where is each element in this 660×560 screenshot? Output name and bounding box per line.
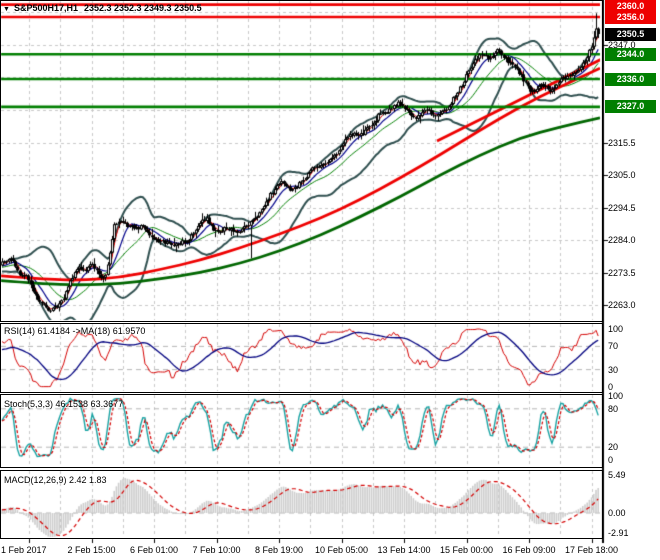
price-badge-2350.5: 2350.5	[605, 28, 656, 41]
price-tick-label: 2273.5	[608, 268, 636, 278]
price-tick-label: 2284.0	[608, 235, 636, 245]
time-tick-label: 16 Feb 09:00	[502, 545, 556, 555]
time-tick-label: 17 Feb 18:00	[564, 545, 619, 555]
stoch-tick-label: 20	[608, 442, 619, 452]
price-badge-2344.0: 2344.0	[605, 48, 656, 61]
rsi-label: RSI(14) 61.4184 ->MA(18) 61.9570	[4, 326, 146, 336]
symbol-ohlc-quotes: 2352.3 2352.3 2349.3 2350.5	[83, 3, 202, 13]
time-tick-label: 1 Feb 2017	[1, 545, 47, 555]
price-tick-label: 2305.0	[608, 170, 636, 180]
time-tick-label: 7 Feb 10:00	[192, 545, 241, 555]
price-tick-label: 2263.0	[608, 300, 636, 310]
symbol-bar: ▼ S&P500H17,H1 2352.3 2352.3 2349.3 2350.5	[3, 3, 202, 13]
stochastic-label: Stoch(5,3,3) 46.1538 63.3677	[4, 399, 124, 409]
rsi-tick-label: 100	[608, 324, 624, 334]
rsi-tick-label: 70	[608, 341, 619, 351]
macd-tick-label: 0.00	[608, 508, 626, 518]
price-badge-2336.0: 2336.0	[605, 73, 656, 86]
time-tick-label: 15 Feb 00:00	[439, 545, 494, 555]
stoch-tick-label: 100	[608, 391, 624, 401]
rsi-tick-label: 30	[608, 365, 619, 375]
time-tick-label: 13 Feb 14:00	[377, 545, 431, 555]
rsi-tick-label: 0	[608, 382, 614, 392]
price-tick-label: 2294.5	[608, 203, 636, 213]
price-tick-label: 2347.0	[608, 40, 636, 50]
macd-label: MACD(12,26,9) 2.42 1.83	[4, 475, 107, 485]
time-tick-label: 2 Feb 15:00	[67, 545, 116, 555]
macd-tick-label: -2.91	[608, 528, 629, 538]
symbol-title: S&P500H17,H1	[13, 3, 78, 13]
price-badge-2360.0: 2360.0	[605, 0, 656, 13]
price-badge-2356.0: 2356.0	[605, 11, 656, 24]
stoch-tick-label: 80	[608, 404, 619, 414]
price-badge-2327.0: 2327.0	[605, 100, 656, 113]
price-tick-label: 2315.5	[608, 138, 636, 148]
stoch-tick-label: 0	[608, 455, 614, 465]
time-tick-label: 6 Feb 01:00	[129, 545, 179, 555]
time-tick-label: 8 Feb 19:00	[254, 545, 304, 555]
time-tick-label: 10 Feb 05:00	[314, 545, 369, 555]
macd-tick-label: 5.49	[608, 470, 626, 480]
chevron-down-icon[interactable]: ▼	[3, 6, 10, 13]
